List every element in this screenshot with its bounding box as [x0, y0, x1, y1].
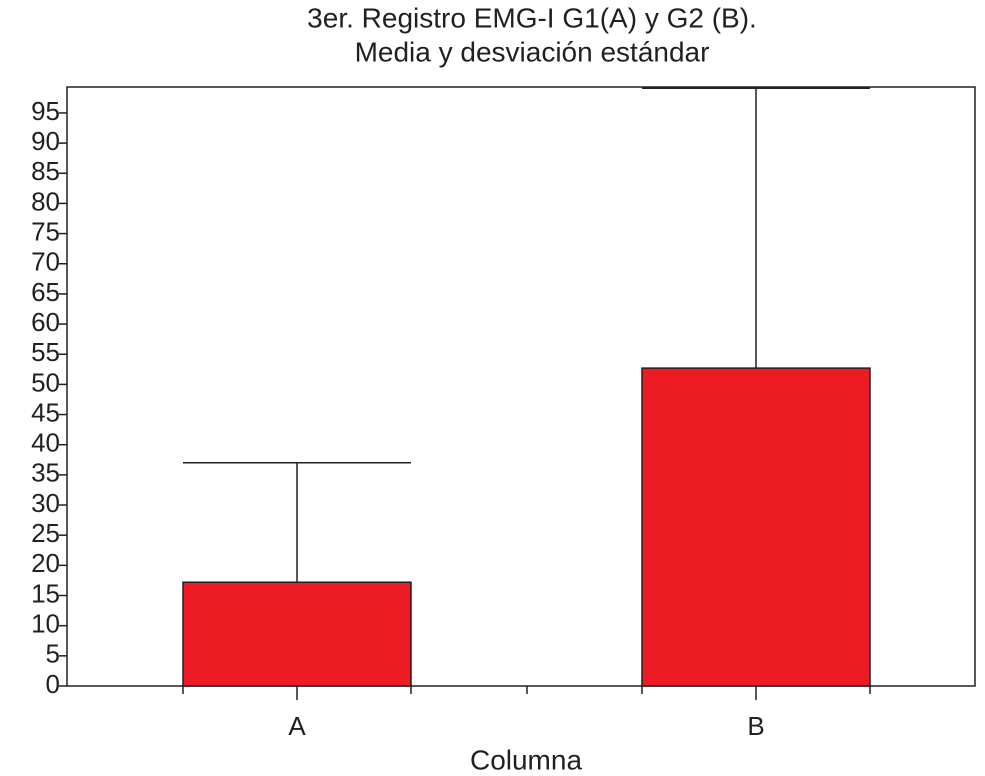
plot-frame [66, 86, 976, 687]
bar [182, 581, 412, 687]
y-tick-label: 35 [31, 458, 60, 488]
chart-subtitle: Media y desviación estándar [355, 36, 710, 67]
y-tick-label: 15 [31, 578, 60, 608]
y-tick-label: 95 [31, 96, 60, 126]
y-tick-label: 20 [31, 548, 60, 578]
x-tick-label: A [288, 711, 306, 741]
y-tick-label: 50 [31, 367, 60, 397]
y-tick-label: 70 [31, 247, 60, 277]
y-tick-label: 65 [31, 277, 60, 307]
y-tick-label: 80 [31, 186, 60, 216]
y-tick-label: 40 [31, 428, 60, 458]
y-tick-label: 45 [31, 397, 60, 427]
y-tick-label: 60 [31, 307, 60, 337]
y-tick-label: 75 [31, 216, 60, 246]
y-tick-label: 30 [31, 488, 60, 518]
y-tick-label: 55 [31, 337, 60, 367]
x-tick-label: B [747, 711, 764, 741]
y-tick-label: 90 [31, 126, 60, 156]
y-tick-label: 0 [46, 669, 60, 699]
bar [641, 367, 871, 687]
y-tick-label: 85 [31, 156, 60, 186]
y-tick-label: 25 [31, 518, 60, 548]
y-tick-label: 5 [46, 639, 60, 669]
x-axis-label: Columna [470, 744, 582, 775]
y-tick-label: 10 [31, 609, 60, 639]
chart-title: 3er. Registro EMG-I G1(A) y G2 (B). [307, 2, 757, 33]
